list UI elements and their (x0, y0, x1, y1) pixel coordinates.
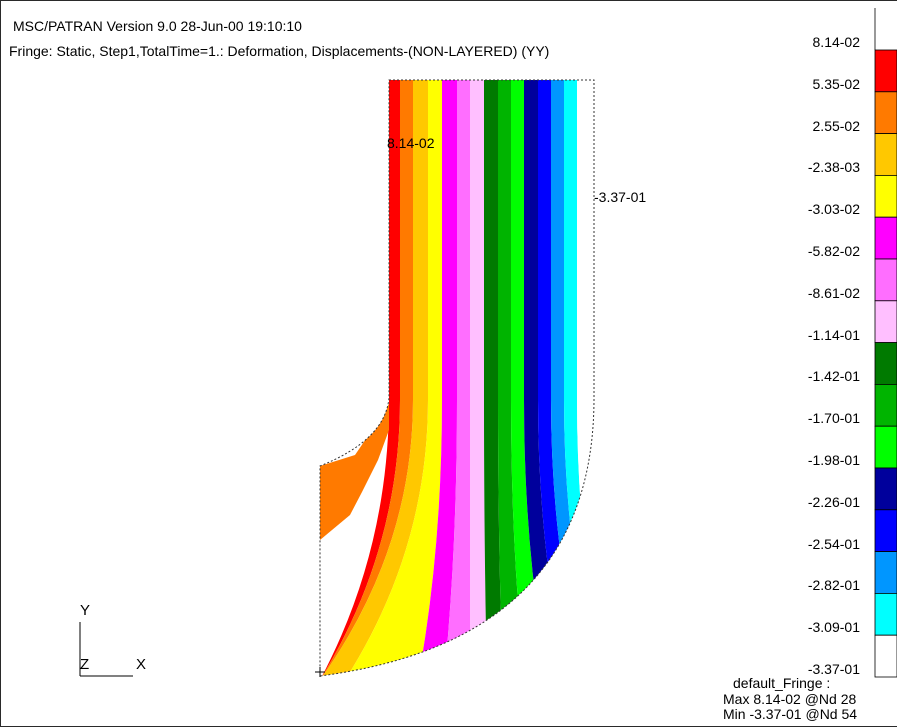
fringe-band (498, 80, 525, 680)
fringe-bands (300, 79, 620, 700)
legend-color-box (874, 133, 897, 176)
origin-marker (315, 667, 325, 677)
triad-z-label: Z (80, 656, 90, 673)
fringe-band (345, 80, 442, 680)
legend-value: -2.54-01 (807, 535, 860, 552)
legend-footer-min: Min -3.37-01 @Nd 54 (723, 706, 858, 722)
legend-color-box (874, 467, 897, 511)
legend-value: -1.42-01 (807, 368, 860, 385)
legend-color-box (874, 300, 897, 343)
outer-arc-mask (320, 398, 620, 700)
version-title: MSC/PATRAN Version 9.0 28-Jun-00 19:10:1… (13, 18, 302, 34)
legend-footer-name: default_Fringe : (733, 675, 831, 691)
legend-color-box (874, 91, 897, 135)
fringe-band (320, 404, 389, 540)
fringe-band (551, 80, 598, 680)
legend-value: -1.98-01 (807, 452, 860, 468)
inner-fillet-cutout (300, 80, 389, 466)
fringe-band (484, 80, 503, 680)
coordinate-triad (79, 622, 133, 677)
fringe-band (320, 80, 428, 680)
legend-color-box (874, 49, 897, 93)
legend-value: -3.03-02 (807, 201, 860, 218)
fringe-band (444, 80, 470, 680)
legend-value: -3.37-01 (807, 661, 860, 677)
fringe-band (418, 80, 457, 680)
bottom-mask (300, 676, 600, 696)
legend-color-box (874, 425, 897, 469)
legend-value: -1.70-01 (807, 410, 860, 427)
fringe-band (470, 80, 487, 680)
legend-value: -2.82-01 (807, 577, 860, 594)
legend-color-box (874, 258, 897, 302)
legend-color-box (874, 383, 897, 427)
fringe-band (538, 80, 585, 680)
triad-x-label: X (136, 656, 147, 673)
legend-value: -3.09-01 (807, 619, 860, 636)
legend-color-box (874, 509, 897, 552)
legend-color-bar (874, 8, 897, 678)
triad-y-label: Y (80, 602, 91, 619)
fringe-title: Fringe: Static, Step1,TotalTime=1.: Defo… (9, 43, 550, 59)
legend-value: -2.38-03 (807, 159, 860, 176)
legend-value: -5.82-02 (807, 243, 860, 259)
legend-color-box (874, 593, 897, 636)
fringe-band (320, 80, 400, 680)
legend-footer-max: Max 8.14-02 @Nd 28 (723, 691, 857, 707)
fringe-band (511, 80, 548, 680)
legend-color-box (874, 174, 897, 218)
legend-value: 8.14-02 (812, 34, 860, 50)
legend-value: -8.61-02 (807, 284, 860, 301)
min-value-label: -3.37-01 (594, 189, 647, 205)
max-value-label: 8.14-02 (387, 135, 435, 151)
legend-value: -1.14-01 (807, 326, 860, 343)
legend-color-box (874, 216, 897, 260)
legend-color-box (874, 634, 897, 678)
fringe-band (524, 80, 568, 680)
legend-value: 2.55-02 (812, 117, 860, 134)
legend-color-box (874, 551, 897, 594)
part-outline (319, 79, 595, 677)
legend-value: -2.26-01 (807, 493, 860, 510)
legend-color-box (874, 342, 897, 385)
fringe-band (320, 80, 413, 680)
legend-value: 5.35-02 (812, 75, 860, 92)
